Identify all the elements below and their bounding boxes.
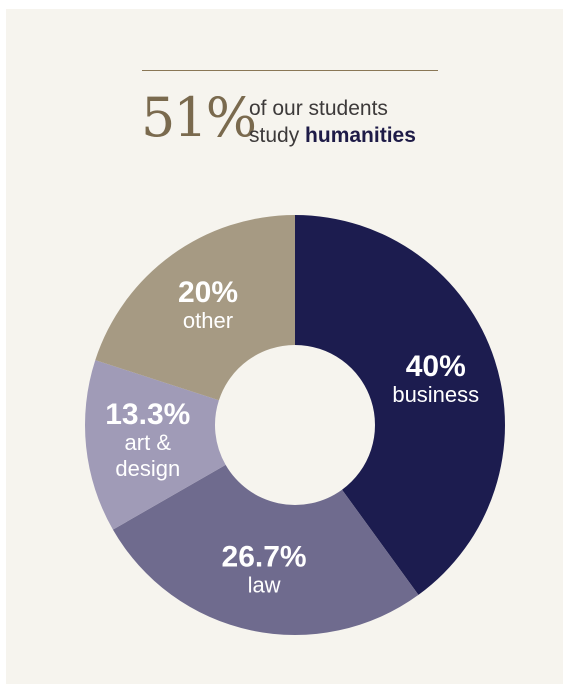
slice-value-label-business: 40% bbox=[406, 350, 466, 383]
slice-law bbox=[112, 464, 419, 635]
slice-category-label-other: other bbox=[183, 308, 233, 333]
slice-other bbox=[95, 215, 295, 401]
divider-line bbox=[142, 70, 438, 71]
headline-highlight: humanities bbox=[305, 124, 416, 147]
headline-line-2: study humanities bbox=[249, 122, 416, 149]
slice-art-design bbox=[85, 360, 226, 530]
slice-value-label-art-design: 13.3% bbox=[105, 398, 190, 431]
slice-category-label-art-design-2: design bbox=[115, 456, 180, 481]
slice-category-label-business: business bbox=[392, 382, 479, 407]
slice-value-label-other: 20% bbox=[178, 276, 238, 309]
headline-line-1: of our students bbox=[249, 97, 388, 120]
headline-percent: 51% bbox=[141, 86, 257, 149]
headline-line-2-prefix: study bbox=[249, 124, 300, 147]
headline-text: of our students study humanities bbox=[249, 95, 416, 149]
slice-category-label-art-design-1: art & bbox=[125, 430, 172, 455]
slice-value-label-law: 26.7% bbox=[222, 540, 307, 573]
slice-category-label-law: law bbox=[248, 572, 281, 597]
slice-business bbox=[295, 215, 506, 595]
